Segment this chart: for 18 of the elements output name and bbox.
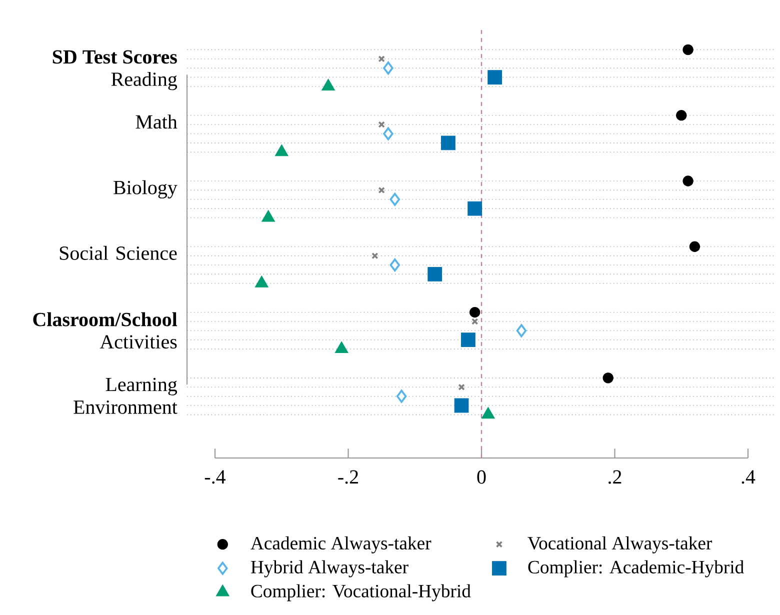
x-tick-label: .4 bbox=[742, 470, 756, 484]
legend-label: Vocational Always-taker bbox=[528, 536, 712, 554]
x-tick-label: -.2 bbox=[338, 470, 358, 484]
text: Clasroom/School bbox=[33, 312, 178, 326]
legend-label: Hybrid Always-taker bbox=[250, 560, 408, 578]
legend-label: Complier: Vocational-Hybrid bbox=[251, 584, 471, 602]
y-tick-label: Activities bbox=[100, 335, 177, 349]
y-tick-label: Social Science bbox=[60, 246, 177, 260]
x-tick-label: -.4 bbox=[204, 470, 226, 484]
y-tick-label: Math bbox=[136, 114, 178, 129]
legend-label: Complier: Academic-Hybrid bbox=[528, 560, 744, 578]
text: SD Test Scores bbox=[52, 50, 177, 64]
y-tick-label: Reading bbox=[111, 72, 178, 90]
y-tick-label: Learning Environment bbox=[74, 378, 178, 414]
x-tick-label: 0 bbox=[477, 470, 486, 484]
legend-label: Academic Always-taker bbox=[250, 536, 432, 554]
x-tick-label: .2 bbox=[608, 470, 622, 484]
y-tick-label: Biology bbox=[114, 180, 178, 198]
